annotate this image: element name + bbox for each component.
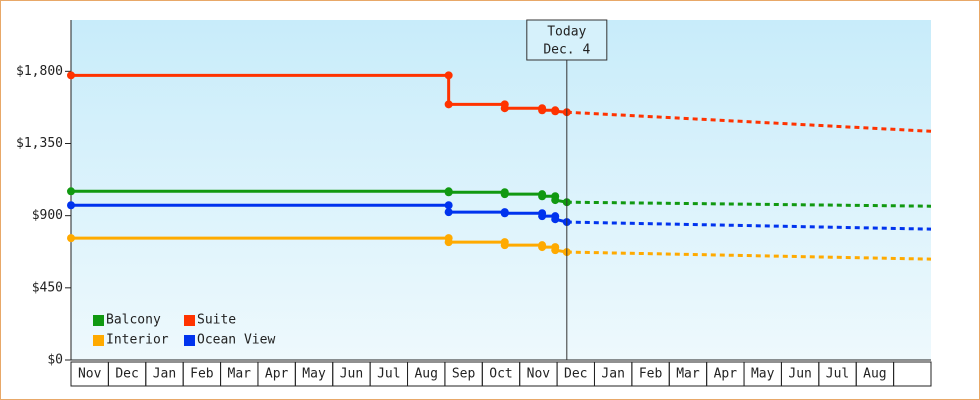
point [500, 104, 509, 113]
x-tick-cell [893, 361, 932, 387]
x-tick-label: Aug [863, 367, 886, 382]
x-tick-label: Feb [639, 367, 663, 382]
x-tick-label: May [302, 367, 326, 382]
legend-swatch [184, 335, 195, 346]
y-tick-label: $450 [32, 280, 63, 295]
legend-label: Ocean View [197, 333, 275, 348]
x-tick-label: Nov [78, 367, 102, 382]
y-tick-label: $900 [32, 208, 63, 223]
x-tick-label: Apr [714, 367, 738, 382]
point [500, 241, 509, 250]
x-tick-label: Aug [414, 367, 437, 382]
point [444, 100, 453, 109]
point [551, 215, 560, 224]
point [538, 243, 547, 252]
x-tick-label: Jan [153, 367, 176, 382]
y-tick-label: $0 [47, 353, 63, 368]
x-tick-label: Feb [190, 367, 214, 382]
x-tick-label: Dec [564, 367, 587, 382]
x-tick-label: Jun [788, 367, 811, 382]
point [444, 188, 453, 197]
x-tick-label: Jul [826, 367, 849, 382]
point [551, 196, 560, 205]
point [551, 246, 560, 255]
legend-label: Suite [197, 313, 236, 328]
x-tick-label: May [751, 367, 775, 382]
point [538, 106, 547, 115]
x-tick-label: Apr [265, 367, 289, 382]
x-tick-label: Oct [489, 367, 512, 382]
x-tick-label: Dec [115, 367, 138, 382]
y-tick-label: $1,350 [16, 136, 63, 151]
today-label: Today [547, 25, 586, 40]
x-tick-label: Jan [601, 367, 624, 382]
point [500, 190, 509, 199]
point [500, 209, 509, 218]
point [538, 212, 547, 221]
forecast-line [566, 200, 932, 208]
x-tick-label: Jun [340, 367, 363, 382]
point [538, 192, 547, 201]
point [67, 234, 75, 243]
x-tick-label: Mar [676, 367, 700, 382]
x-tick-label: Sep [452, 367, 476, 382]
forecast-line [566, 250, 932, 261]
legend-label: Interior [106, 333, 169, 348]
legend-swatch [184, 315, 195, 326]
x-tick-label: Mar [228, 367, 252, 382]
x-tick-label: Nov [527, 367, 551, 382]
legend-swatch [93, 315, 104, 326]
point [444, 238, 453, 247]
legend-label: Balcony [106, 313, 161, 328]
point [67, 71, 75, 80]
point [551, 107, 560, 116]
y-tick-label: $1,800 [16, 64, 63, 79]
point [67, 187, 75, 196]
point [444, 208, 453, 217]
legend-swatch [93, 335, 104, 346]
point [444, 201, 453, 210]
today-box [526, 19, 608, 61]
today-label: Dec. 4 [543, 43, 590, 58]
x-tick-label: Jul [377, 367, 400, 382]
point [67, 201, 75, 210]
forecast-line [566, 220, 932, 231]
forecast-line [566, 110, 932, 133]
point [444, 71, 453, 80]
